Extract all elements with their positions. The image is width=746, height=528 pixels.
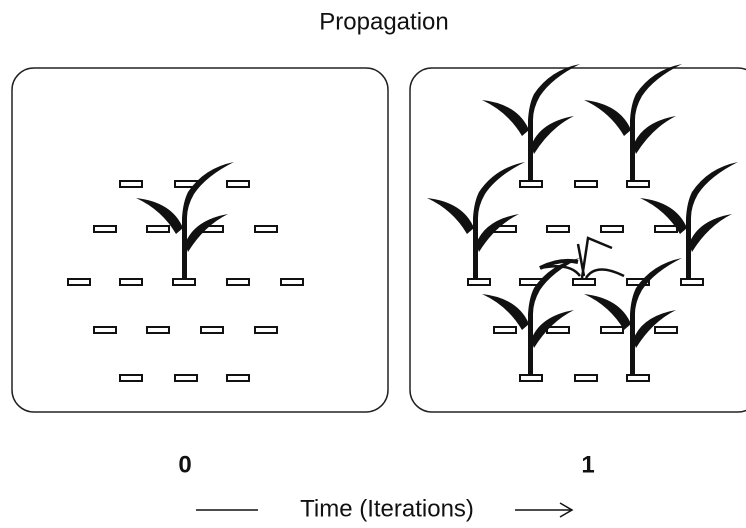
slot — [93, 225, 117, 233]
slot — [280, 278, 304, 286]
slot — [67, 278, 91, 286]
slot — [546, 326, 570, 334]
slot — [146, 225, 170, 233]
slot — [680, 278, 704, 286]
slot — [493, 326, 517, 334]
panel-1 — [409, 67, 746, 413]
slot — [226, 278, 250, 286]
slot — [654, 326, 678, 334]
slot — [226, 180, 250, 188]
wilted-plant — [539, 236, 625, 279]
slot — [574, 180, 598, 188]
slot — [119, 374, 143, 382]
slot — [146, 326, 170, 334]
slot — [467, 278, 491, 286]
slot — [226, 374, 250, 382]
slot — [254, 225, 278, 233]
slot — [600, 326, 624, 334]
panel-label: 1 — [581, 451, 594, 478]
slot — [119, 278, 143, 286]
panel-label: 0 — [178, 451, 191, 478]
panel-0 — [11, 67, 389, 413]
slot — [626, 374, 650, 382]
slot — [654, 225, 678, 233]
slot — [174, 374, 198, 382]
slot — [200, 326, 224, 334]
slot — [600, 225, 624, 233]
slot — [572, 278, 596, 286]
slots — [67, 180, 704, 382]
slot — [254, 326, 278, 334]
slot — [119, 180, 143, 188]
slot — [93, 326, 117, 334]
title: Propagation — [319, 8, 448, 35]
axis-label: Time (Iterations) — [300, 495, 474, 522]
slot — [546, 225, 570, 233]
axis-arrow — [515, 502, 574, 518]
slot — [574, 374, 598, 382]
slot — [626, 180, 650, 188]
slot — [626, 278, 650, 286]
